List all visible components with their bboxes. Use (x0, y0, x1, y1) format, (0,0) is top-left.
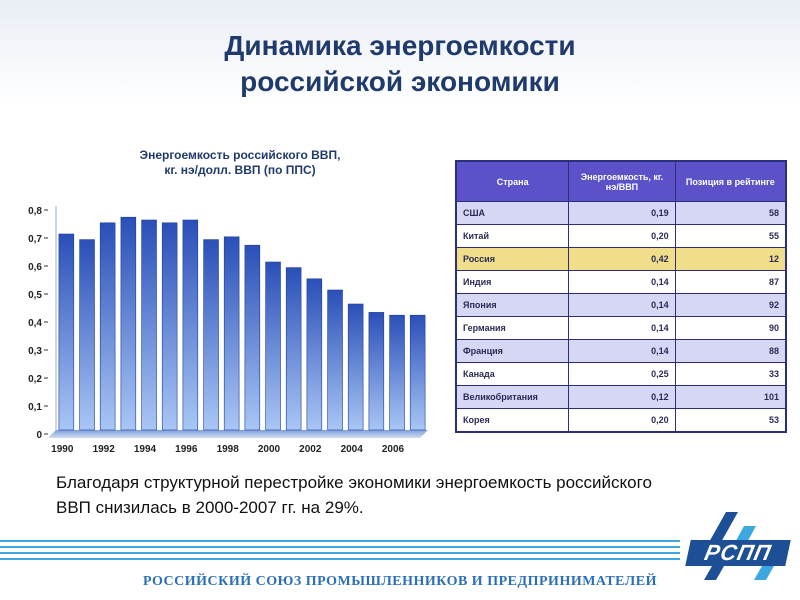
cell-rank: 55 (674, 224, 787, 248)
chart-title-line2: кг. нэ/долл. ВВП (по ППС) (164, 163, 316, 177)
cell-rank: 88 (674, 339, 787, 363)
cell-country: Япония (455, 293, 570, 317)
rating-table-container: Страна Энергоемкость, кг. нэ/ВВП Позиция… (455, 160, 787, 433)
chart-title: Энергоемкость российского ВВП, кг. нэ/до… (90, 148, 390, 178)
x-tick-label: 1994 (134, 444, 157, 455)
table-row: Япония 0,14 92 (455, 293, 787, 317)
caption-line2: ВВП снизилась в 2000-2007 гг. на 29%. (56, 498, 364, 517)
cell-value: 0,14 (568, 339, 676, 363)
header-rank: Позиция в рейтинге (674, 161, 787, 202)
bar-2006 (389, 314, 405, 431)
cell-rank: 101 (674, 385, 787, 409)
table-header-row: Страна Энергоемкость, кг. нэ/ВВП Позиция… (455, 161, 787, 202)
footer-stripes (0, 540, 800, 564)
x-tick-label: 2004 (341, 444, 364, 455)
table-row: США 0,19 58 (455, 201, 787, 225)
header-energy-intensity: Энергоемкость, кг. нэ/ВВП (568, 161, 676, 202)
slide-title-line2: российской экономики (240, 66, 560, 97)
y-tick-label: 0,6 (28, 262, 42, 273)
caption-line1: Благодаря структурной перестройке эконом… (56, 473, 652, 492)
caption-text: Благодаря структурной перестройке эконом… (56, 470, 776, 520)
cell-value: 0,20 (568, 224, 676, 248)
slide-title: Динамика энергоемкости российской эконом… (0, 28, 800, 100)
bar-1991 (79, 239, 95, 431)
table-row: Корея 0,20 53 (455, 408, 787, 432)
cell-value: 0,14 (568, 270, 676, 294)
cell-value: 0,42 (568, 247, 676, 271)
cell-value: 0,14 (568, 293, 676, 317)
cell-rank: 53 (674, 408, 787, 432)
cell-value: 0,14 (568, 316, 676, 340)
cell-rank: 90 (674, 316, 787, 340)
bar-1997 (203, 239, 219, 431)
bar-1999 (244, 244, 261, 431)
header-country: Страна (455, 161, 570, 202)
x-tick-label: 1996 (175, 444, 198, 455)
bar-chart: 0 0,1 0,2 0,3 0,4 0,5 0,6 0,7 0,8 1990 1992 1994 199… (28, 206, 428, 455)
cell-rank: 92 (674, 293, 787, 317)
y-tick-label: 0,1 (28, 402, 42, 413)
x-tick-label: 2006 (382, 444, 405, 455)
table-row: Канада 0,25 33 (455, 362, 787, 386)
cell-country: США (455, 201, 570, 225)
bar-2007 (409, 314, 426, 431)
x-tick-label: 2002 (299, 444, 322, 455)
y-tick-label: 0,5 (28, 290, 42, 301)
bar-1990 (58, 233, 75, 431)
y-tick-label: 0,2 (28, 374, 42, 385)
table-row: Китай 0,20 55 (455, 224, 787, 248)
cell-country: Франция (455, 339, 570, 363)
bar-2005 (368, 312, 385, 431)
y-tick-label: 0 (36, 430, 42, 441)
slide-title-line1: Динамика энергоемкости (224, 30, 576, 61)
cell-rank: 33 (674, 362, 787, 386)
table-row: Германия 0,14 90 (455, 316, 787, 340)
cell-country: Великобритания (455, 385, 570, 409)
bar-2003 (327, 289, 343, 431)
bar-1993 (120, 216, 137, 431)
bar-1998 (223, 236, 240, 431)
chart-title-line1: Энергоемкость российского ВВП, (139, 148, 341, 162)
cell-value: 0,25 (568, 362, 676, 386)
bar-1996 (182, 219, 199, 431)
cell-country: Китай (455, 224, 570, 248)
cell-country: Канада (455, 362, 570, 386)
cell-rank: 12 (674, 247, 787, 271)
rspp-logo-text: РСПП (685, 540, 791, 566)
bar-1992 (99, 222, 116, 431)
cell-country: Индия (455, 270, 570, 294)
cell-rank: 87 (674, 270, 787, 294)
cell-value: 0,20 (568, 408, 676, 432)
y-tick-label: 0,4 (28, 318, 42, 329)
cell-country: Корея (455, 408, 570, 432)
cell-country: Германия (455, 316, 570, 340)
y-tick-label: 0,8 (28, 206, 42, 217)
cell-value: 0,19 (568, 201, 676, 225)
table-row-highlighted: Россия 0,42 12 (455, 247, 787, 271)
table-row: Великобритания 0,12 101 (455, 385, 787, 409)
cell-country: Россия (455, 247, 570, 271)
bar-1995 (161, 222, 178, 431)
table-row: Франция 0,14 88 (455, 339, 787, 363)
bar-1994 (141, 219, 157, 431)
y-tick-label: 0,3 (28, 346, 42, 357)
table-row: Индия 0,14 87 (455, 270, 787, 294)
cell-rank: 58 (674, 201, 787, 225)
footer-organization: РОССИЙСКИЙ СОЮЗ ПРОМЫШЛЕННИКОВ И ПРЕДПРИ… (143, 574, 657, 589)
x-tick-label: 1998 (217, 444, 240, 455)
bar-2001 (285, 267, 302, 431)
bar-2000 (265, 261, 281, 431)
y-tick-label: 0,7 (28, 234, 42, 245)
rating-table: Страна Энергоемкость, кг. нэ/ВВП Позиция… (455, 161, 787, 432)
x-tick-label: 2000 (258, 444, 281, 455)
x-tick-label: 1992 (93, 444, 116, 455)
bar-2002 (306, 278, 323, 431)
x-tick-label: 1990 (51, 444, 74, 455)
bar-2004 (347, 303, 364, 431)
chart-floor (48, 430, 428, 438)
cell-value: 0,12 (568, 385, 676, 409)
